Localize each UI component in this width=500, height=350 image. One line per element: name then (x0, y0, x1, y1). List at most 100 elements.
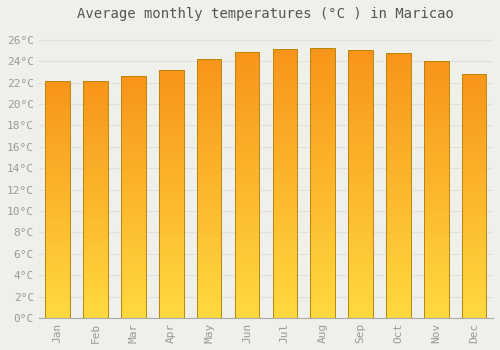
Bar (272, 148, 297, 152)
Bar (84, 133, 108, 136)
Bar (197, 145, 222, 150)
Bar (386, 190, 410, 194)
Bar (197, 275, 222, 279)
Bar (159, 107, 184, 111)
Bar (310, 93, 335, 98)
Bar (234, 122, 260, 127)
Bar (386, 75, 410, 79)
Bar (272, 72, 297, 76)
Bar (348, 296, 373, 300)
Bar (234, 265, 260, 269)
Bar (348, 55, 373, 60)
Bar (84, 180, 108, 184)
Bar (197, 176, 222, 180)
Bar (234, 167, 260, 172)
Bar (84, 306, 108, 310)
Bar (272, 99, 297, 103)
Bar (310, 165, 335, 170)
Bar (272, 112, 297, 117)
Bar (272, 229, 297, 233)
Bar (348, 224, 373, 229)
Bar (121, 197, 146, 201)
Bar (121, 80, 146, 84)
Bar (386, 168, 410, 172)
Bar (46, 294, 70, 298)
Bar (46, 113, 70, 117)
Bar (462, 159, 486, 163)
Bar (159, 252, 184, 256)
Bar (234, 216, 260, 220)
Bar (272, 184, 297, 188)
Bar (272, 175, 297, 179)
Bar (272, 130, 297, 134)
Bar (121, 201, 146, 205)
Bar (46, 82, 70, 85)
Bar (84, 145, 108, 148)
Bar (234, 65, 260, 69)
Bar (462, 135, 486, 139)
Bar (272, 273, 297, 278)
Bar (121, 290, 146, 294)
Bar (272, 215, 297, 219)
Bar (84, 141, 108, 145)
Bar (424, 121, 448, 125)
Bar (159, 219, 184, 223)
Bar (46, 105, 70, 109)
Bar (234, 211, 260, 216)
Bar (462, 139, 486, 143)
Bar (159, 239, 184, 244)
Bar (310, 75, 335, 80)
Bar (159, 144, 184, 148)
Bar (84, 192, 108, 196)
Bar (159, 235, 184, 239)
Bar (197, 214, 222, 219)
Bar (46, 306, 70, 310)
Bar (46, 239, 70, 243)
Bar (46, 279, 70, 282)
Bar (348, 220, 373, 224)
Bar (159, 119, 184, 124)
Bar (462, 188, 486, 192)
Bar (197, 184, 222, 189)
Bar (348, 251, 373, 256)
Bar (234, 269, 260, 274)
Bar (84, 282, 108, 286)
Bar (462, 229, 486, 232)
Bar (234, 247, 260, 251)
Bar (424, 254, 448, 258)
Bar (348, 278, 373, 282)
Bar (348, 144, 373, 148)
Bar (197, 240, 222, 245)
Bar (46, 117, 70, 121)
Bar (197, 314, 222, 318)
Bar (234, 233, 260, 238)
Bar (272, 237, 297, 242)
Bar (46, 160, 70, 164)
Bar (197, 102, 222, 106)
Bar (272, 278, 297, 282)
Bar (46, 271, 70, 275)
Bar (386, 185, 410, 190)
Bar (310, 134, 335, 138)
Bar (197, 72, 222, 76)
Bar (272, 170, 297, 175)
Bar (234, 282, 260, 287)
Bar (121, 282, 146, 286)
Bar (462, 172, 486, 176)
Bar (424, 61, 448, 65)
Bar (386, 163, 410, 168)
Bar (348, 50, 373, 55)
Bar (424, 130, 448, 134)
Bar (197, 163, 222, 167)
Bar (159, 285, 184, 289)
Bar (310, 156, 335, 161)
Bar (272, 54, 297, 58)
Bar (159, 82, 184, 86)
Bar (348, 64, 373, 68)
Bar (159, 115, 184, 119)
Bar (272, 161, 297, 166)
Bar (310, 241, 335, 246)
Bar (46, 188, 70, 192)
Bar (386, 101, 410, 106)
Bar (234, 172, 260, 176)
